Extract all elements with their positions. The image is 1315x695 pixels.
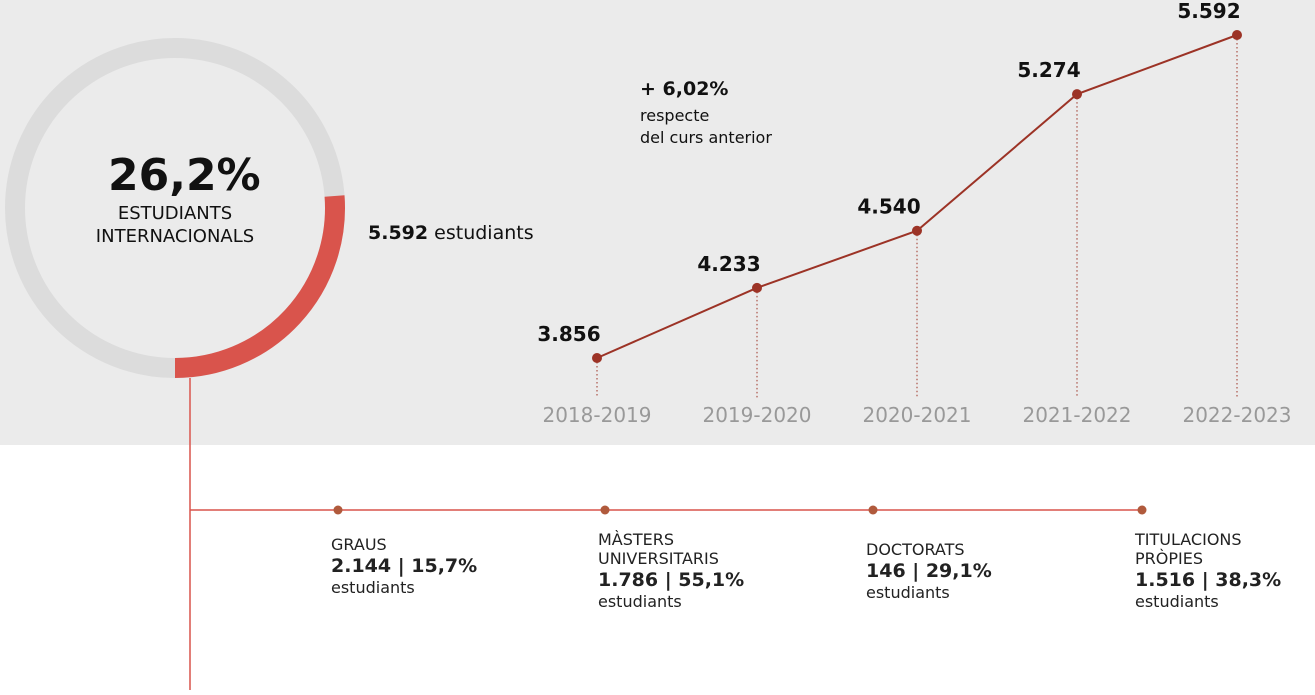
x-tick-label: 2020-2021: [862, 403, 971, 427]
data-label: 5.274: [1017, 58, 1080, 82]
breakdown-name: MÀSTERS UNIVERSITARIS: [598, 530, 719, 568]
breakdown-figure: 1.516 | 38,3%: [1135, 569, 1282, 591]
note-text: del curs anterior: [640, 128, 772, 147]
breakdown-name: DOCTORATS: [866, 540, 965, 559]
point: [912, 225, 922, 236]
breakdown-figure: 1.786 | 55,1%: [598, 569, 745, 591]
donut-segment: [174, 195, 345, 378]
breakdown-unit: estudiants: [598, 592, 682, 611]
point: [752, 282, 762, 293]
data-label: 4.233: [697, 252, 760, 276]
total-unit: estudiants: [434, 222, 534, 244]
data-label: 4.540: [857, 195, 920, 219]
connector-dot: [868, 505, 878, 515]
x-tick-label: 2021-2022: [1022, 403, 1131, 427]
data-label: 3.856: [537, 322, 600, 346]
point: [1232, 30, 1242, 40]
breakdown-unit: estudiants: [866, 583, 950, 602]
breakdown-item: MÀSTERS UNIVERSITARIS 1.786 | 55,1% estudi…: [598, 530, 748, 611]
connector-dot: [600, 505, 610, 515]
breakdown-name: GRAUS: [331, 535, 387, 554]
note-text: respecte: [640, 106, 710, 125]
connector-dot: [333, 505, 343, 515]
x-tick-label: 2018-2019: [542, 403, 651, 427]
breakdown-unit: estudiants: [1135, 592, 1219, 611]
connector-dot: [1137, 505, 1147, 515]
total-figure: 5.592: [368, 222, 429, 244]
breakdown-figure: 146 | 29,1%: [866, 560, 992, 582]
note-change: + 6,02%: [640, 78, 729, 100]
breakdown-unit: estudiants: [331, 578, 415, 597]
breakdown-item: DOCTORATS 146 | 29,1% estudiants: [866, 540, 1026, 602]
donut-value: 26,2%: [108, 150, 261, 201]
donut-label: ESTUDIANTS: [117, 203, 233, 224]
breakdown-name: TITULACIONS PRÒPIES: [1135, 530, 1242, 568]
x-tick-label: 2022-2023: [1182, 403, 1291, 427]
breakdown-figure: 2.144 | 15,7%: [331, 555, 478, 577]
breakdown-item: GRAUS 2.144 | 15,7% estudiants: [331, 535, 491, 597]
x-tick-label: 2019-2020: [702, 403, 811, 427]
data-label: 5.592: [1177, 0, 1240, 23]
point: [1072, 89, 1082, 100]
point: [592, 353, 602, 363]
donut-label: INTERNACIONALS: [95, 226, 255, 247]
breakdown-item: TITULACIONS PRÒPIES 1.516 | 38,3% estudian…: [1135, 530, 1285, 611]
total: 5.592 estudiants: [368, 222, 534, 244]
